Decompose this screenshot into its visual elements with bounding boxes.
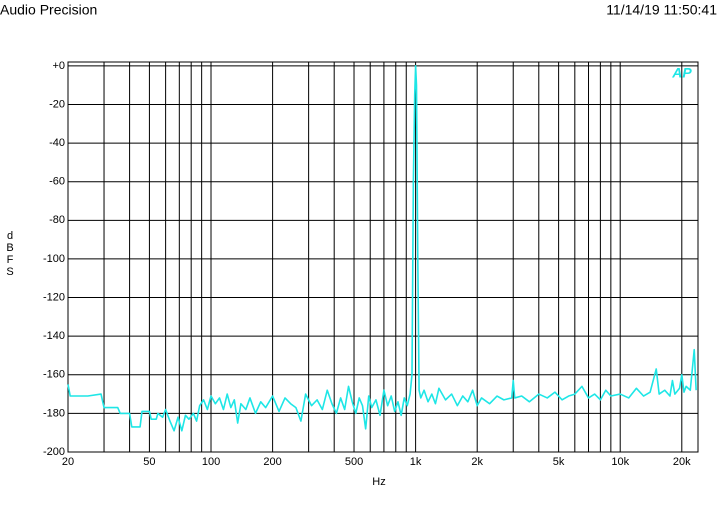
- x-tick-label: 20: [62, 456, 74, 468]
- y-tick-label: +0: [52, 60, 65, 72]
- spectrum-line: [67, 65, 697, 432]
- x-tick-label: 2k: [471, 456, 483, 468]
- x-tick-label: 5k: [553, 456, 565, 468]
- y-tick-label: -140: [43, 330, 65, 342]
- y-tick-label: -60: [49, 176, 65, 188]
- x-tick-label: 20k: [673, 456, 691, 468]
- x-tick-label: 100: [202, 456, 220, 468]
- x-tick-label: 50: [143, 456, 155, 468]
- y-tick-label: -20: [49, 98, 65, 110]
- x-tick-label: 500: [345, 456, 363, 468]
- y-tick-label: -200: [43, 446, 65, 458]
- x-axis-label: Hz: [372, 476, 385, 488]
- x-tick-label: 1k: [410, 456, 422, 468]
- y-tick-label: -180: [43, 407, 65, 419]
- y-axis-label: dBFS: [4, 230, 16, 278]
- header-left: Audio Precision: [0, 2, 97, 18]
- x-tick-label: 10k: [611, 456, 629, 468]
- y-tick-label: -120: [43, 291, 65, 303]
- y-tick-label: -160: [43, 369, 65, 381]
- header-right: 11/14/19 11:50:41: [606, 2, 717, 18]
- y-tick-label: -40: [49, 137, 65, 149]
- x-tick-label: 200: [263, 456, 281, 468]
- y-tick-label: -80: [49, 214, 65, 226]
- y-tick-label: -100: [43, 253, 65, 265]
